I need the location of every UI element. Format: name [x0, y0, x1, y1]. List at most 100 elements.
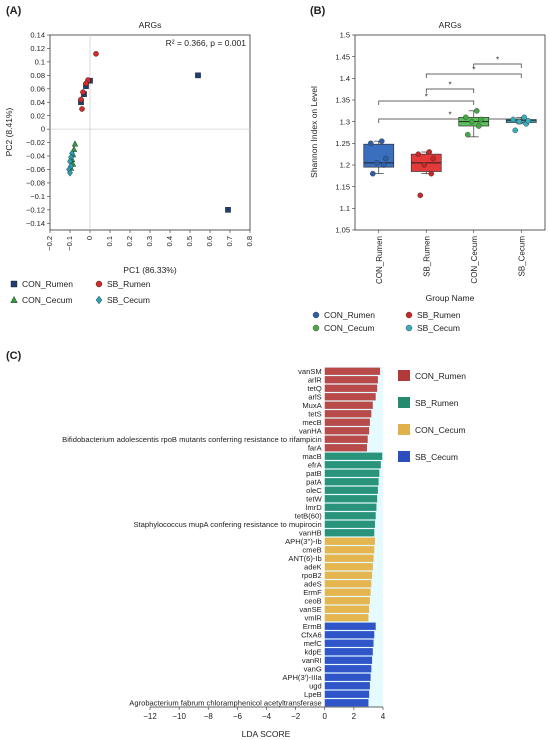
pca-x-tick-label: 0.8 [245, 236, 254, 246]
lda-bar [324, 605, 370, 613]
pca-y-tick-label: −0.1 [30, 192, 45, 201]
pca-point-con-rumen [225, 207, 231, 213]
lda-feature-label: Agrobacterium fabrum chloramphenicol ace… [129, 699, 321, 708]
pca-legend-marker [10, 295, 18, 303]
lda-feature-label: ANT(6)-Ib [288, 554, 321, 563]
lda-feature-label: lmrD [306, 503, 323, 512]
pca-legend-label: CON_Rumen [22, 279, 73, 289]
box-data-point [510, 116, 517, 123]
lda-feature-label: MuxA [302, 401, 322, 410]
lda-legend-label: CON_Cecum [415, 425, 466, 435]
lda-feature-label: Staphylococcus mupA confering resistance… [133, 520, 321, 529]
box-data-point [525, 118, 532, 124]
pca-y-ticks: 0.14 0.12 0.1 0.08 0.06 0.04 0.02 0 −0.02 −0.04 −0… [26, 31, 50, 228]
lda-x-tick-label: −10 [172, 712, 186, 721]
pca-legend-label: SB_Rumen [107, 279, 151, 289]
significance-bracket [473, 63, 522, 68]
pca-y-tick-label: 0.06 [30, 84, 45, 93]
lda-x-tick-label: 2 [352, 712, 357, 721]
panel-c-lda: (C) vanSMarlRtetQarlSMuxAtetSmecBvanHABi… [6, 350, 466, 739]
box-legend-label: SB_Cecum [417, 323, 460, 333]
pca-y-tick-label: −0.08 [26, 179, 45, 188]
pca-x-ticks: −0.2 −0.1 0 0.1 0.2 0.3 0.4 0.5 0.6 0.7 0.8 [45, 230, 254, 251]
lda-feature-label: vanG [304, 665, 322, 674]
lda-feature-label: efrA [308, 461, 323, 470]
box-data-point [421, 162, 428, 168]
pca-y-tick-label: 0.14 [30, 31, 45, 40]
lda-bar [324, 495, 378, 503]
lda-feature-label: tetW [306, 495, 322, 504]
significance-star: * [448, 81, 451, 90]
box-x-axis-label: Group Name [426, 293, 475, 303]
pca-y-tick-label: 0.08 [30, 71, 45, 80]
lda-bar [324, 469, 380, 477]
lda-feature-label: arlR [308, 376, 322, 385]
panel-a-pca: (A) ARGs R² = 0.366, p = 0.001 −0.2 −0.1 0… [4, 5, 254, 305]
pca-x-tick-label: 0.7 [225, 236, 234, 246]
pca-y-tick-label: −0.02 [26, 138, 45, 147]
significance-bracket [425, 73, 522, 78]
pca-y-tick-label: 0 [41, 125, 45, 134]
pca-x-tick-label: −0.1 [65, 236, 74, 251]
box-legend-label: CON_Rumen [324, 310, 375, 320]
lda-feature-label: CfxA6 [301, 631, 322, 640]
lda-feature-label: kdpE [304, 648, 321, 657]
pca-x-tick-label: 0.5 [185, 236, 194, 246]
box-legend-label: SB_Rumen [417, 310, 461, 320]
pca-x-tick-label: 0.3 [145, 236, 154, 246]
box-y-tick-label: 1.1 [340, 204, 350, 213]
box-legend-label: CON_Cecum [324, 323, 375, 333]
pca-point-sb-rumen [80, 89, 86, 95]
lda-background [150, 367, 383, 708]
box-data-point [367, 140, 374, 147]
box-data-point [430, 155, 437, 162]
lda-bar [324, 486, 378, 494]
pca-point-sb-cecum [67, 169, 73, 177]
lda-bar [324, 410, 372, 418]
lda-bar [324, 580, 372, 588]
box-data-point [369, 170, 376, 177]
box-data-point [382, 155, 389, 162]
lda-bar [324, 614, 369, 622]
pca-y-axis-label: PC2 (8.41%) [4, 108, 14, 157]
lda-feature-label: mefC [304, 639, 323, 648]
box-data-point [417, 192, 424, 199]
lda-bar [324, 503, 377, 511]
lda-feature-label: oleC [306, 486, 322, 495]
lda-feature-label: ugd [309, 682, 322, 691]
pca-legend-label: SB_Cecum [107, 295, 150, 305]
box-y-tick-label: 1.15 [335, 182, 350, 191]
lda-x-ticks: −12 −10 −8 −6 −4 −2 0 2 4 [143, 707, 386, 721]
lda-feature-label: adeS [304, 580, 322, 589]
lda-feature-label: macB [302, 452, 321, 461]
lda-feature-label: adeK [304, 563, 322, 572]
pca-point-con-rumen [195, 72, 201, 79]
pca-legend: CON_Rumen SB_Rumen CON_Cecum SB_Cecum [10, 279, 151, 305]
lda-bar [324, 682, 370, 690]
lda-bar [324, 563, 373, 571]
lda-feature-label: cmeB [302, 546, 321, 555]
box-y-tick-label: 1.3 [340, 117, 350, 126]
lda-bar [324, 384, 378, 392]
significance-bracket [425, 88, 475, 93]
pca-y-tick-label: −0.12 [26, 205, 45, 214]
box-data-point [373, 160, 380, 166]
lda-feature-label: ceoB [304, 597, 321, 606]
lda-legend-label: SB_Cecum [415, 452, 458, 462]
pca-point-sb-rumen [78, 96, 84, 103]
pca-y-tick-label: 0.04 [30, 98, 45, 107]
lda-legend-swatch [398, 370, 410, 381]
lda-feature-label: ErmB [303, 622, 322, 631]
box-data-point [426, 149, 433, 155]
lda-bar [324, 537, 375, 545]
box-y-axis-label: Shannon Index on Level [309, 86, 319, 178]
panel-a-label: (A) [6, 5, 22, 17]
lda-x-tick-label: −4 [262, 712, 272, 721]
lda-feature-label: ErmF [303, 588, 322, 597]
significance-star: * [496, 56, 499, 65]
pca-legend-label: CON_Cecum [22, 295, 73, 305]
box-data-point [521, 114, 528, 121]
box-y-tick-label: 1.45 [335, 52, 350, 61]
lda-x-tick-label: −8 [204, 712, 214, 721]
